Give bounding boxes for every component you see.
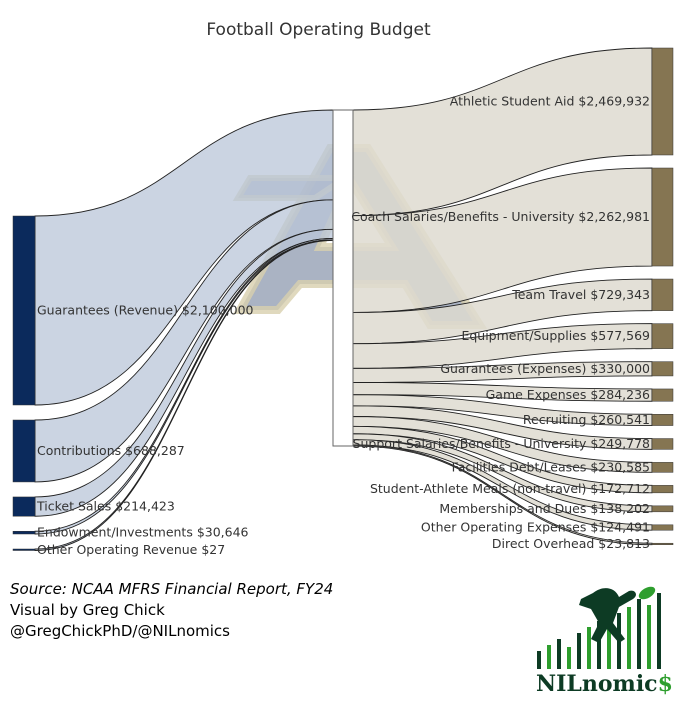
sankey-node-total — [332, 109, 354, 447]
logo-bar — [537, 651, 541, 669]
expense-links — [352, 47, 653, 546]
credits: Source: NCAA MFRS Financial Report, FY24… — [10, 579, 333, 642]
sankey-node-endowment-investments — [12, 530, 36, 535]
logo-bar — [547, 645, 551, 669]
logo-bar — [567, 647, 571, 669]
logo-bar — [627, 607, 631, 669]
revenue-links — [34, 109, 334, 551]
sankey-node-equipment-supplies — [651, 323, 674, 349]
sankey-node-contributions — [12, 419, 36, 483]
node-label-coach-salaries-benefits-university: Coach Salaries/Benefits - University $2,… — [351, 209, 650, 224]
node-label-team-travel: Team Travel $729,343 — [511, 287, 650, 302]
node-label-contributions: Contributions $688,287 — [37, 443, 185, 458]
node-label-memberships-and-dues: Memberships and Dues $138,202 — [439, 501, 650, 516]
sankey-node-guarantees-revenue — [12, 215, 36, 406]
logo-bar — [657, 593, 661, 669]
sankey-nodes — [12, 47, 674, 551]
brand-name: NILnomic$ — [536, 671, 673, 697]
node-label-student-athlete-meals-non-travel: Student-Athlete Meals (non-travel) $172,… — [370, 481, 650, 496]
sankey-node-recruiting — [651, 414, 674, 426]
node-label-direct-overhead: Direct Overhead $23,813 — [492, 536, 650, 551]
sankey-node-other-operating-revenue — [12, 548, 36, 551]
logo-bar — [557, 639, 561, 669]
logo-bar — [607, 629, 611, 669]
node-label-endowment-investments: Endowment/Investments $30,646 — [37, 525, 249, 540]
logo-bar — [587, 627, 591, 669]
brand-middle: nomic — [581, 671, 658, 697]
logo-bar — [577, 633, 581, 669]
brand-prefix: NIL — [536, 671, 582, 697]
sankey-node-athletic-student-aid — [651, 47, 674, 156]
visual-by-text: Visual by Greg Chick — [10, 601, 165, 619]
sankey-node-student-athlete-meals-non-travel — [651, 485, 674, 494]
sankey-node-support-salaries-benefits-university — [651, 438, 674, 450]
sankey-node-game-expenses — [651, 388, 674, 402]
node-label-guarantees-expenses: Guarantees (Expenses) $330,000 — [440, 361, 650, 376]
sankey-node-facilities-debt-leases — [651, 462, 674, 473]
node-label-support-salaries-benefits-university: Support Salaries/Benefits - University $… — [353, 436, 650, 451]
node-label-ticket-sales: Ticket Sales $214,423 — [36, 499, 175, 514]
sankey-node-coach-salaries-benefits-university — [651, 167, 674, 267]
node-label-equipment-supplies: Equipment/Supplies $577,569 — [461, 328, 650, 343]
logo-football-icon — [638, 586, 656, 600]
sankey-node-direct-overhead — [651, 542, 674, 545]
chart-title: Football Operating Budget — [206, 20, 431, 40]
node-label-other-operating-revenue: Other Operating Revenue $27 — [37, 542, 225, 557]
sankey-labels: Guarantees (Revenue) $2,100,000 Contribut… — [36, 94, 650, 557]
sankey-node-team-travel — [651, 278, 674, 311]
node-label-recruiting: Recruiting $260,541 — [523, 412, 650, 427]
node-label-game-expenses: Game Expenses $284,236 — [486, 387, 650, 402]
node-label-facilities-debt-leases: Facilities Debt/Leases $230,585 — [452, 459, 650, 474]
sankey-node-ticket-sales — [12, 496, 36, 517]
node-label-athletic-student-aid: Athletic Student Aid $2,469,932 — [450, 94, 650, 109]
social-handles: @GregChickPhD/@NILnomics — [10, 622, 230, 640]
node-label-other-operating-expenses: Other Operating Expenses $124,491 — [421, 520, 650, 535]
node-label-guarantees-revenue: Guarantees (Revenue) $2,100,000 — [37, 303, 254, 318]
source-text: Source: NCAA MFRS Financial Report, FY24 — [10, 580, 334, 598]
logo-player-silhouette — [579, 588, 636, 643]
logo-bar — [647, 605, 651, 669]
logo-bar — [637, 599, 641, 669]
sankey-node-guarantees-expenses — [651, 361, 674, 377]
sankey-node-memberships-and-dues — [651, 505, 674, 513]
logo-bar — [597, 621, 601, 669]
nilnomics-logo-icon — [537, 586, 661, 669]
sankey-node-other-operating-expenses — [651, 524, 674, 531]
brand-suffix: $ — [657, 671, 673, 697]
